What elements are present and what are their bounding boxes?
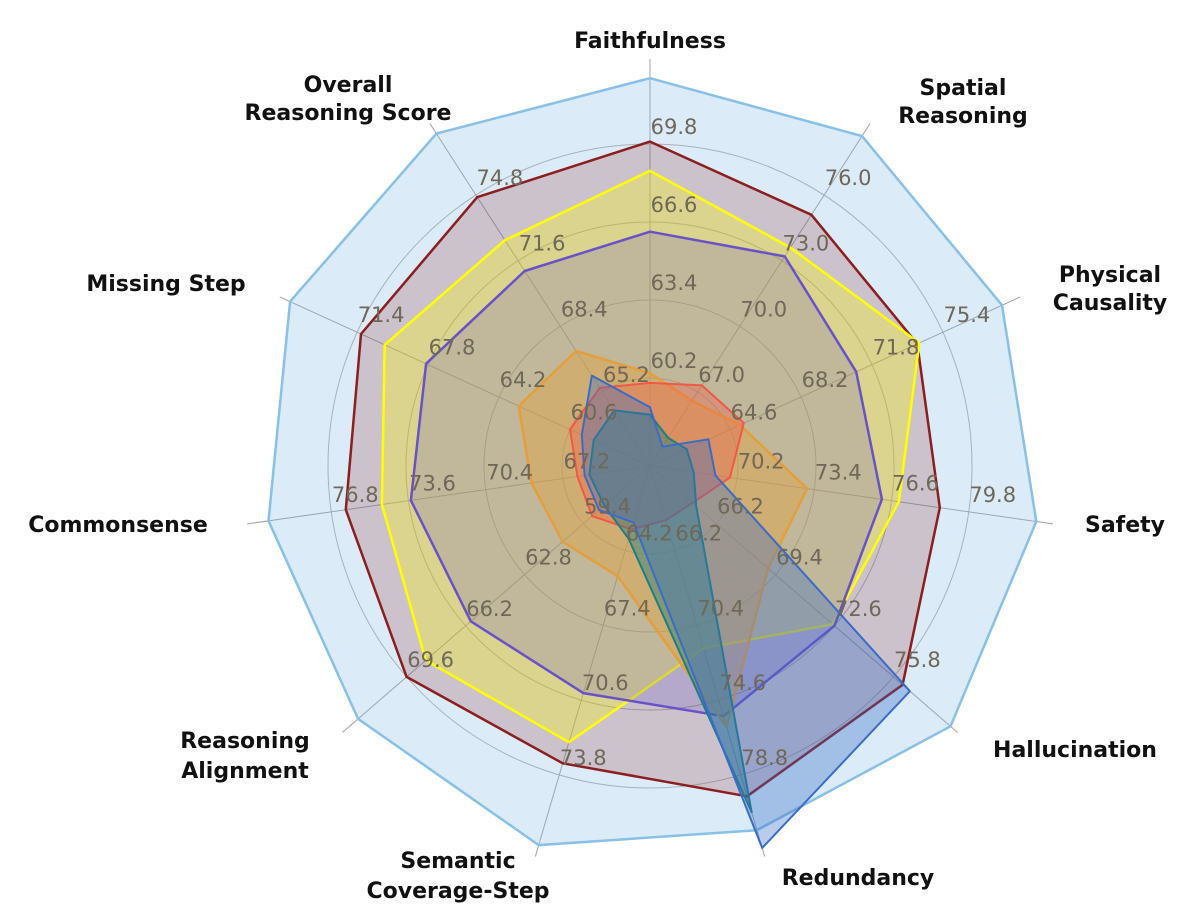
tick-label-physical-causality: 68.2 [802,368,849,392]
tick-label-hallucination: 66.2 [717,495,764,519]
axis-title-overall-reasoning-score: Overall [304,73,393,98]
series-tomato-polygon [569,381,745,531]
axis-spoke [649,123,871,467]
tick-label-spatial-reasoning: 70.0 [740,297,787,321]
series-purple-polygon [409,230,884,718]
tick-label-safety: 76.6 [892,472,939,496]
axis-spoke [649,296,1021,467]
tick-label-redundancy: 70.4 [697,596,744,620]
tick-label-physical-causality: 71.8 [873,336,920,360]
axis-title-missing-step: Missing Step [86,272,245,297]
tick-label-commonsense: 70.4 [486,461,533,485]
tick-label-redundancy: 78.8 [741,746,788,770]
tick-label-physical-causality: 75.4 [944,303,991,327]
axis-title-safety: Safety [1085,513,1165,538]
axis-title-redundancy: Redundancy [782,866,935,891]
tick-label-missing-step: 60.6 [571,400,618,424]
tick-label-semantic-coverage-step: 70.6 [582,671,629,695]
tick-label-semantic-coverage-step: 73.8 [560,746,607,770]
axis-title-reasoning-alignment: Alignment [181,759,309,784]
axis-title-semantic-coverage-step: Coverage-Step [366,879,549,904]
axis-spoke [649,465,1053,525]
axis-spoke [429,123,651,467]
tick-label-overall-reasoning-score: 68.4 [561,297,608,321]
axis-spoke [279,296,651,467]
series-yellow-polygon [380,169,921,744]
axis-title-hallucination: Hallucination [993,738,1157,763]
tick-label-overall-reasoning-score: 65.2 [603,363,650,387]
tick-label-semantic-coverage-step: 64.2 [626,521,673,545]
tick-label-hallucination: 69.4 [776,546,823,570]
series-teal-polygon [588,409,753,814]
series-orange-polygon [517,349,809,729]
tick-label-hallucination: 75.8 [894,648,941,672]
axis-title-spatial-reasoning: Spatial [920,76,1007,101]
tick-label-safety: 70.2 [738,450,785,474]
tick-label-faithfulness: 66.6 [651,193,698,217]
tick-label-hallucination: 72.6 [835,597,882,621]
tick-label-faithfulness: 60.2 [651,349,698,373]
tick-label-spatial-reasoning: 67.0 [698,363,745,387]
axis-title-reasoning-alignment: Reasoning [180,729,310,754]
tick-label-missing-step: 67.8 [429,336,476,360]
series-skyblue-polygon [267,76,1038,847]
tick-label-commonsense: 76.8 [332,483,379,507]
tick-label-missing-step: 71.4 [358,303,405,327]
axis-spoke [649,465,766,857]
tick-label-reasoning-alignment: 62.8 [525,546,572,570]
tick-label-semantic-coverage-step: 67.4 [604,596,651,620]
tick-label-redundancy: 66.2 [675,521,722,545]
axis-title-overall-reasoning-score: Reasoning Score [245,101,452,126]
tick-label-commonsense: 73.6 [409,472,456,496]
tick-label-redundancy: 74.6 [719,671,766,695]
tick-label-spatial-reasoning: 76.0 [825,166,872,190]
tick-label-missing-step: 64.2 [500,368,547,392]
tick-label-overall-reasoning-score: 71.6 [519,232,566,256]
axis-title-commonsense: Commonsense [28,513,208,538]
tick-label-faithfulness: 63.4 [651,271,698,295]
axis-title-physical-causality: Physical [1059,263,1161,288]
axis-spoke [534,465,651,857]
tick-label-faithfulness: 69.8 [651,115,698,139]
tick-label-reasoning-alignment: 59.4 [584,495,631,519]
axis-title-semantic-coverage-step: Semantic [400,849,515,874]
axis-title-faithfulness: Faithfulness [574,29,726,54]
axis-title-spatial-reasoning: Reasoning [898,104,1028,129]
axis-title-physical-causality: Causality [1053,291,1168,316]
tick-label-commonsense: 67.2 [564,450,611,474]
tick-label-reasoning-alignment: 66.2 [466,597,513,621]
tick-label-overall-reasoning-score: 74.8 [477,166,524,190]
series-royalblue-polygon [580,374,911,849]
tick-label-safety: 73.4 [815,461,862,485]
tick-label-physical-causality: 64.6 [731,400,778,424]
axis-spoke [247,465,651,525]
tick-label-reasoning-alignment: 69.6 [407,648,454,672]
tick-label-spatial-reasoning: 73.0 [783,232,830,256]
tick-label-safety: 79.8 [969,483,1016,507]
